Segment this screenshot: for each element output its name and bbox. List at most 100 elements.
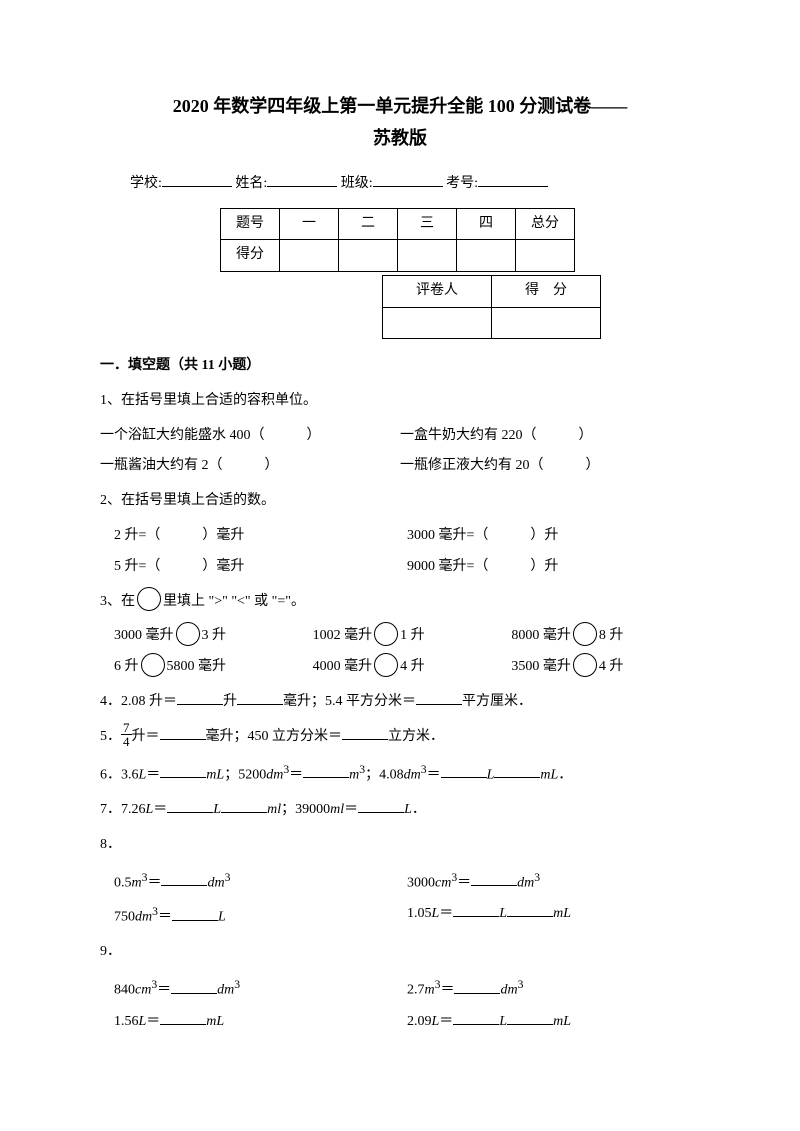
q1-row2: 一瓶酱油大约有 2（ ） 一瓶修正液大约有 20（ ） xyxy=(100,451,700,482)
label-examno: 考号: xyxy=(446,176,478,191)
q3-b-r: 1 升 xyxy=(400,628,425,643)
marker-table: 评卷人 得 分 xyxy=(382,275,601,339)
marker-col-2: 得 分 xyxy=(492,276,601,308)
score-cell-total[interactable] xyxy=(516,240,575,272)
unit-L: L xyxy=(499,906,507,921)
q6-p2a: ；5200 xyxy=(224,767,266,782)
q7-a: 7．7.26 xyxy=(100,802,146,817)
blank[interactable] xyxy=(342,725,388,740)
val: 750 xyxy=(114,910,135,925)
q6-p3a: ；4.08 xyxy=(365,767,404,782)
label-class: 班级: xyxy=(341,176,373,191)
score-cell-3[interactable] xyxy=(398,240,457,272)
blank[interactable] xyxy=(160,763,206,778)
marker-blank-2[interactable] xyxy=(492,307,601,338)
q2-row2: 5 升=（ ）毫升 9000 毫升=（ ）升 xyxy=(100,552,700,583)
q3-b: 1002 毫升1 升 xyxy=(313,621,502,652)
circle-icon[interactable] xyxy=(573,653,597,677)
blank[interactable] xyxy=(171,979,217,994)
score-cell-1[interactable] xyxy=(280,240,339,272)
q3-f: 3500 毫升4 升 xyxy=(511,652,700,683)
q3-a: 3000 毫升3 升 xyxy=(114,621,303,652)
circle-icon[interactable] xyxy=(141,653,165,677)
blank[interactable] xyxy=(416,690,462,705)
blank-examno[interactable] xyxy=(478,172,548,187)
blank[interactable] xyxy=(507,902,553,917)
q9-a: 840cm3＝dm3 xyxy=(114,972,407,1006)
val: 2.09 xyxy=(407,1014,432,1029)
unit-L: L xyxy=(213,802,221,817)
unit-L: L xyxy=(499,1014,507,1029)
q9-row1: 840cm3＝dm3 2.7m3＝dm3 xyxy=(100,972,700,1006)
unit-L: L xyxy=(404,802,412,817)
blank-name[interactable] xyxy=(267,172,337,187)
marker-blank-1[interactable] xyxy=(383,307,492,338)
col-label: 题号 xyxy=(221,208,280,240)
unit-cm: cm xyxy=(435,875,451,890)
q4-a: 4．2.08 升＝ xyxy=(100,694,177,709)
eq: ＝ xyxy=(147,875,161,890)
title-line-1: 2020 年数学四年级上第一单元提升全能 100 分测试卷—— xyxy=(173,96,628,116)
q5-pre: 5． xyxy=(100,729,121,744)
q2-b: 3000 毫升=（ ）升 xyxy=(407,521,700,552)
blank[interactable] xyxy=(453,902,499,917)
dot: ． xyxy=(412,802,426,817)
unit-mL: mL xyxy=(206,767,224,782)
q2-c: 5 升=（ ）毫升 xyxy=(114,552,407,583)
blank[interactable] xyxy=(221,798,267,813)
blank[interactable] xyxy=(507,1010,553,1025)
q5-c: 立方米． xyxy=(388,729,444,744)
circle-icon[interactable] xyxy=(176,622,200,646)
frac-num: 7 xyxy=(121,721,132,735)
circle-icon[interactable] xyxy=(374,653,398,677)
unit-m: m xyxy=(425,983,435,998)
unit-dm: dm xyxy=(217,983,234,998)
blank[interactable] xyxy=(237,690,283,705)
blank[interactable] xyxy=(160,725,206,740)
blank[interactable] xyxy=(358,798,404,813)
label-name: 姓名: xyxy=(235,176,267,191)
eq: ＝ xyxy=(158,910,172,925)
circle-icon[interactable] xyxy=(573,622,597,646)
blank[interactable] xyxy=(494,763,540,778)
blank[interactable] xyxy=(454,979,500,994)
q9-c: 1.56L＝mL xyxy=(114,1007,407,1038)
q4-a3: 毫升；5.4 平方分米＝ xyxy=(283,694,416,709)
blank-school[interactable] xyxy=(162,172,232,187)
val: 0.5 xyxy=(114,875,132,890)
q3-stem-post: 里填上 ">" "<" 或 "="。 xyxy=(163,594,305,609)
q1-b: 一盒牛奶大约有 220（ ） xyxy=(400,421,700,452)
blank[interactable] xyxy=(172,906,218,921)
val: 1.05 xyxy=(407,906,432,921)
blank[interactable] xyxy=(303,763,349,778)
sup3: 3 xyxy=(234,978,240,991)
q3-stem: 3、在里填上 ">" "<" 或 "="。 xyxy=(100,587,700,618)
q3-row2: 6 升5800 毫升 4000 毫升4 升 3500 毫升4 升 xyxy=(100,652,700,683)
sup3: 3 xyxy=(518,978,524,991)
q3-d-r: 5800 毫升 xyxy=(167,659,227,674)
blank[interactable] xyxy=(160,1010,206,1025)
blank[interactable] xyxy=(471,871,517,886)
unit-L: L xyxy=(218,910,226,925)
blank[interactable] xyxy=(177,690,223,705)
blank[interactable] xyxy=(441,763,487,778)
blank[interactable] xyxy=(167,798,213,813)
eq: ＝ xyxy=(457,875,471,890)
q2-row1: 2 升=（ ）毫升 3000 毫升=（ ）升 xyxy=(100,521,700,552)
q9-row2: 1.56L＝mL 2.09L＝LmL xyxy=(100,1007,700,1038)
q1-d: 一瓶修正液大约有 20（ ） xyxy=(400,451,700,482)
fraction: 74 xyxy=(121,721,132,748)
circle-icon[interactable] xyxy=(374,622,398,646)
eq: ＝ xyxy=(146,1014,160,1029)
score-cell-4[interactable] xyxy=(457,240,516,272)
q4-a2: 升 xyxy=(223,694,237,709)
q8-b: 3000cm3＝dm3 xyxy=(407,865,700,899)
blank[interactable] xyxy=(161,871,207,886)
eq: ＝ xyxy=(427,767,441,782)
blank-class[interactable] xyxy=(373,172,443,187)
marker-col-1: 评卷人 xyxy=(383,276,492,308)
blank[interactable] xyxy=(453,1010,499,1025)
unit-dm: dm xyxy=(207,875,224,890)
score-table: 题号 一 二 三 四 总分 得分 xyxy=(220,208,575,273)
score-cell-2[interactable] xyxy=(339,240,398,272)
